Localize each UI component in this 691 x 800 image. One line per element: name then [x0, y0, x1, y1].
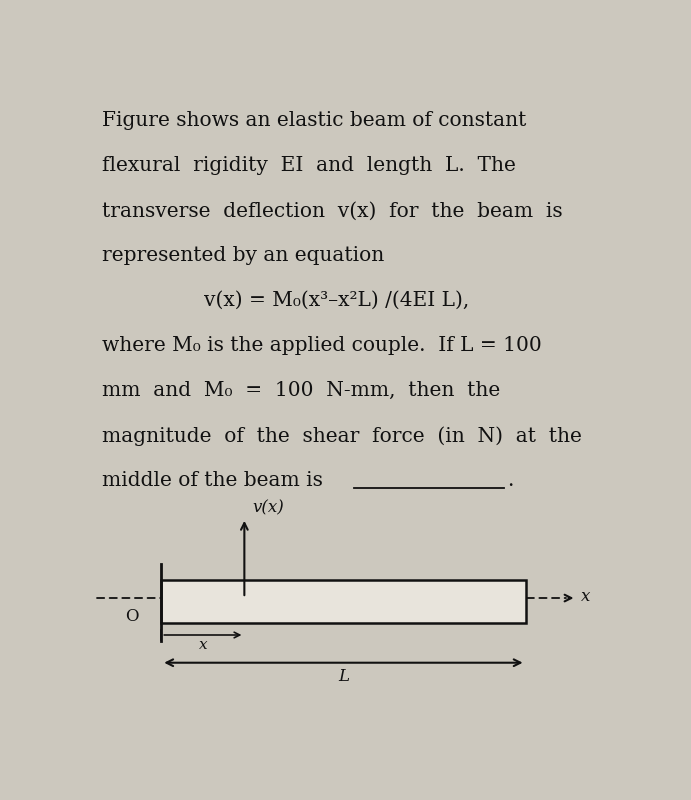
Text: .: .: [507, 471, 513, 490]
Text: magnitude  of  the  shear  force  (in  N)  at  the: magnitude of the shear force (in N) at t…: [102, 426, 583, 446]
Text: flexural  rigidity  EI  and  length  L.  The: flexural rigidity EI and length L. The: [102, 156, 516, 175]
Text: O: O: [125, 608, 139, 625]
Text: where M₀ is the applied couple.  If L = 100: where M₀ is the applied couple. If L = 1…: [102, 336, 542, 355]
Text: represented by an equation: represented by an equation: [102, 246, 385, 266]
Text: v(x): v(x): [252, 500, 284, 517]
Text: x: x: [198, 638, 207, 652]
Text: transverse  deflection  v(x)  for  the  beam  is: transverse deflection v(x) for the beam …: [102, 202, 563, 220]
Text: x: x: [580, 588, 590, 606]
Text: middle of the beam is: middle of the beam is: [102, 471, 323, 490]
Text: Figure shows an elastic beam of constant: Figure shows an elastic beam of constant: [102, 111, 527, 130]
Text: v(x) = M₀(x³–x²L) /(4EI L),: v(x) = M₀(x³–x²L) /(4EI L),: [205, 291, 469, 310]
Text: mm  and  M₀  =  100  N-mm,  then  the: mm and M₀ = 100 N-mm, then the: [102, 382, 501, 400]
Text: L: L: [338, 668, 349, 685]
Bar: [161, 579, 525, 622]
